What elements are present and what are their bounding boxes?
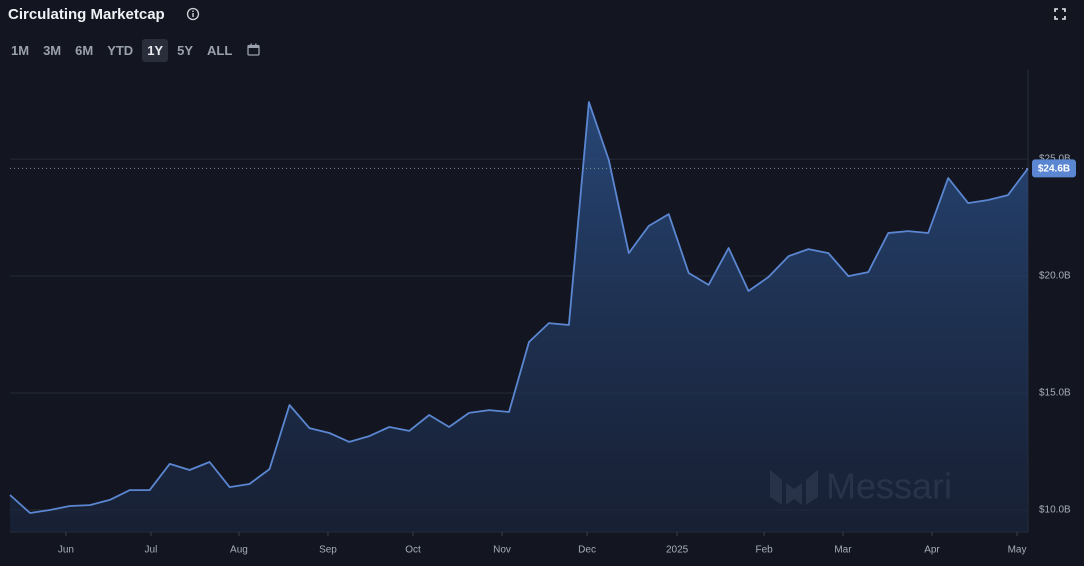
y-tick-label: $10.0B	[1039, 505, 1071, 516]
x-tick-label: Oct	[405, 545, 421, 556]
range-button[interactable]: 3M	[43, 43, 62, 58]
x-tick-label: Dec	[578, 545, 596, 556]
y-tick-label: $15.0B	[1039, 388, 1071, 399]
fullscreen-icon[interactable]	[1054, 8, 1066, 20]
x-tick-label: Jun	[58, 545, 74, 556]
range-selector: 1M 3M 6M YTD 1Y 5Y ALL	[6, 39, 260, 62]
range-button[interactable]: 5Y	[177, 43, 193, 58]
x-tick-label: Nov	[493, 545, 511, 556]
line	[9, 101, 1029, 514]
y-tick-label: $20.0B	[1039, 271, 1071, 282]
x-tick-label: May	[1008, 545, 1027, 556]
x-tick-label: 2025	[666, 545, 689, 556]
x-tick-label: Jul	[145, 545, 158, 556]
area	[10, 102, 1028, 532]
range-button[interactable]: ALL	[207, 43, 233, 58]
info-icon[interactable]	[186, 7, 200, 21]
x-tick-label: Feb	[756, 545, 774, 556]
y-tick-label: $25.0B	[1039, 154, 1071, 165]
x-tick-label: Sep	[319, 545, 337, 556]
current-value-box	[1032, 159, 1076, 178]
x-tick-label: Mar	[834, 545, 852, 556]
x-tick-label: Aug	[230, 545, 248, 556]
calendar-icon[interactable]	[247, 43, 260, 56]
range-button[interactable]: 1M	[11, 43, 30, 58]
current-value-label: $24.6B	[1038, 164, 1070, 175]
range-button[interactable]: 1Y	[142, 39, 169, 62]
title: Circulating Marketcap	[8, 6, 165, 23]
range-button[interactable]: YTD	[107, 43, 134, 58]
range-button[interactable]: 6M	[75, 43, 94, 58]
x-tick-label: Apr	[924, 545, 940, 556]
